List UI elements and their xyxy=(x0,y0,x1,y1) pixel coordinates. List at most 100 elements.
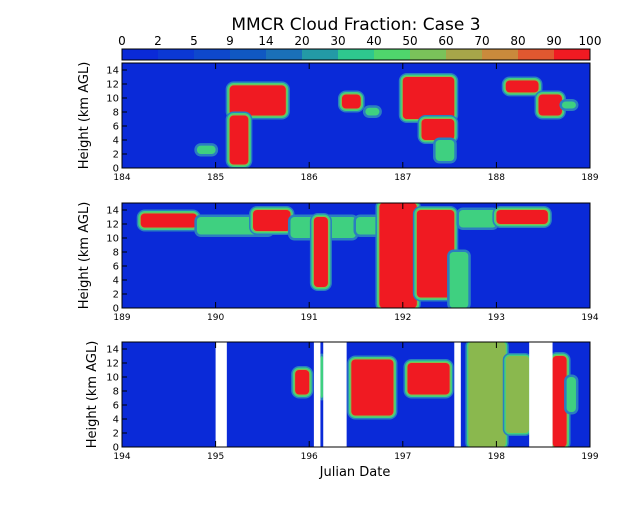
x-tick-label: 199 xyxy=(581,452,598,462)
x-tick-label: 187 xyxy=(394,173,411,183)
y-tick-label: 8 xyxy=(113,108,119,119)
colorbar-tick-label: 100 xyxy=(579,34,602,48)
colorbar-segment xyxy=(554,49,591,60)
cloud-cell xyxy=(505,356,530,433)
missing-data-gap xyxy=(323,342,347,447)
y-axis-ticks: 0 2 4 6 8 10 12 14 xyxy=(106,66,127,175)
colorbar-tick-label: 30 xyxy=(330,34,345,48)
y-tick-label: 4 xyxy=(113,415,119,426)
x-tick-label: 196 xyxy=(301,452,318,462)
colorbar-tick-label: 0 xyxy=(118,34,126,48)
x-tick-label: 189 xyxy=(113,313,130,323)
y-tick-label: 8 xyxy=(113,248,119,259)
y-tick-label: 14 xyxy=(106,66,119,77)
plot-frame xyxy=(121,62,591,169)
x-tick-label: 188 xyxy=(488,173,505,183)
cloud-cell xyxy=(449,252,469,308)
colorbar: 0 2 5 9 14 20 30 40 50 60 70 80 90 100 xyxy=(118,34,602,61)
cloud-cell xyxy=(229,85,286,116)
cloud-cell xyxy=(196,145,216,154)
cloud-cell xyxy=(538,94,562,116)
x-tick-label: 195 xyxy=(207,452,224,462)
y-tick-label: 12 xyxy=(106,220,119,231)
y-tick-label: 6 xyxy=(113,122,119,133)
x-tick-label: 197 xyxy=(394,452,411,462)
x-tick-label: 194 xyxy=(113,452,130,462)
colorbar-tick-label: 60 xyxy=(438,34,453,48)
colorbar-segment xyxy=(158,49,195,60)
x-tick-label: 186 xyxy=(301,173,318,183)
y-tick-label: 2 xyxy=(113,150,119,161)
x-tick-label: 184 xyxy=(113,173,130,183)
x-tick-label: 185 xyxy=(207,173,224,183)
y-tick-label: 4 xyxy=(113,136,119,147)
cloud-cell xyxy=(313,217,328,287)
colorbar-tick-label: 20 xyxy=(294,34,309,48)
colorbar-tick-label: 40 xyxy=(366,34,381,48)
cloud-cell xyxy=(496,210,548,224)
y-tick-label: 0 xyxy=(113,164,119,175)
cloud-cell xyxy=(505,80,539,93)
y-tick-label: 14 xyxy=(106,206,119,217)
y-tick-label: 0 xyxy=(113,304,119,315)
cloud-cell xyxy=(435,140,455,161)
missing-data-gap xyxy=(529,342,553,447)
x-tick-label: 198 xyxy=(488,452,505,462)
cloud-cell xyxy=(379,203,417,308)
y-tick-label: 12 xyxy=(106,359,119,370)
y-axis-label: Height (km AGL) xyxy=(77,202,92,310)
x-axis-ticks: 194 195 196 197 198 199 xyxy=(113,342,599,462)
cloud-cell xyxy=(295,370,310,395)
colorbar-segment xyxy=(482,49,519,60)
y-tick-label: 10 xyxy=(106,94,119,105)
x-axis-label: Julian Date xyxy=(319,465,391,480)
y-tick-label: 6 xyxy=(113,262,119,273)
missing-data-gap xyxy=(313,342,321,447)
cloud-cell xyxy=(561,101,576,109)
colorbar-tick-label: 5 xyxy=(190,34,198,48)
y-tick-label: 12 xyxy=(106,80,119,91)
cloud-cell xyxy=(320,356,324,398)
cloud-cell xyxy=(421,119,455,140)
x-tick-label: 192 xyxy=(394,313,411,323)
x-tick-label: 189 xyxy=(581,173,598,183)
x-tick-label: 193 xyxy=(488,313,505,323)
colorbar-tick-label: 9 xyxy=(226,34,234,48)
cloud-cell xyxy=(229,115,249,165)
chart-title: MMCR Cloud Fraction: Case 3 xyxy=(231,15,480,35)
colorbar-segment xyxy=(338,49,375,60)
cloud-cell xyxy=(566,377,576,412)
y-tick-label: 14 xyxy=(106,345,119,356)
colorbar-segment xyxy=(374,49,411,60)
x-tick-label: 194 xyxy=(581,313,598,323)
cloud-cell xyxy=(365,107,380,116)
y-axis-label: Height (km AGL) xyxy=(77,62,92,170)
x-axis-ticks: 189 190 191 192 193 194 xyxy=(113,203,599,323)
y-axis-ticks: 0 2 4 6 8 10 12 14 xyxy=(106,345,127,454)
plot-frame xyxy=(121,341,591,448)
y-tick-label: 4 xyxy=(113,276,119,287)
colorbar-segment xyxy=(302,49,339,60)
colorbar-tick-label: 70 xyxy=(474,34,489,48)
y-tick-label: 8 xyxy=(113,387,119,398)
y-tick-label: 6 xyxy=(113,401,119,412)
cloud-cell xyxy=(468,342,506,447)
colorbar-segment xyxy=(122,49,159,60)
colorbar-tick-label: 2 xyxy=(154,34,162,48)
missing-data-gap xyxy=(454,342,461,447)
y-tick-label: 10 xyxy=(106,234,119,245)
colorbar-segment xyxy=(194,49,231,60)
x-tick-label: 190 xyxy=(207,313,224,323)
cloud-cell xyxy=(140,213,197,228)
cloud-cell xyxy=(341,94,361,109)
panel-184-189: 184 185 186 187 188 189 0 2 4 6 8 10 12 14 Height (km … xyxy=(77,62,599,183)
y-axis-label: Height (km AGL) xyxy=(85,341,100,449)
cloud-cell xyxy=(552,356,567,447)
cloud-cell xyxy=(407,363,450,395)
panel-194-199: 194 195 196 197 198 199 0 2 4 6 8 10 12 14 Height (km … xyxy=(85,341,599,462)
y-tick-label: 2 xyxy=(113,290,119,301)
plot-frame xyxy=(121,202,591,309)
x-axis-ticks: 184 185 186 187 188 189 xyxy=(113,63,599,183)
y-tick-label: 0 xyxy=(113,443,119,454)
cloud-cell xyxy=(351,359,394,416)
